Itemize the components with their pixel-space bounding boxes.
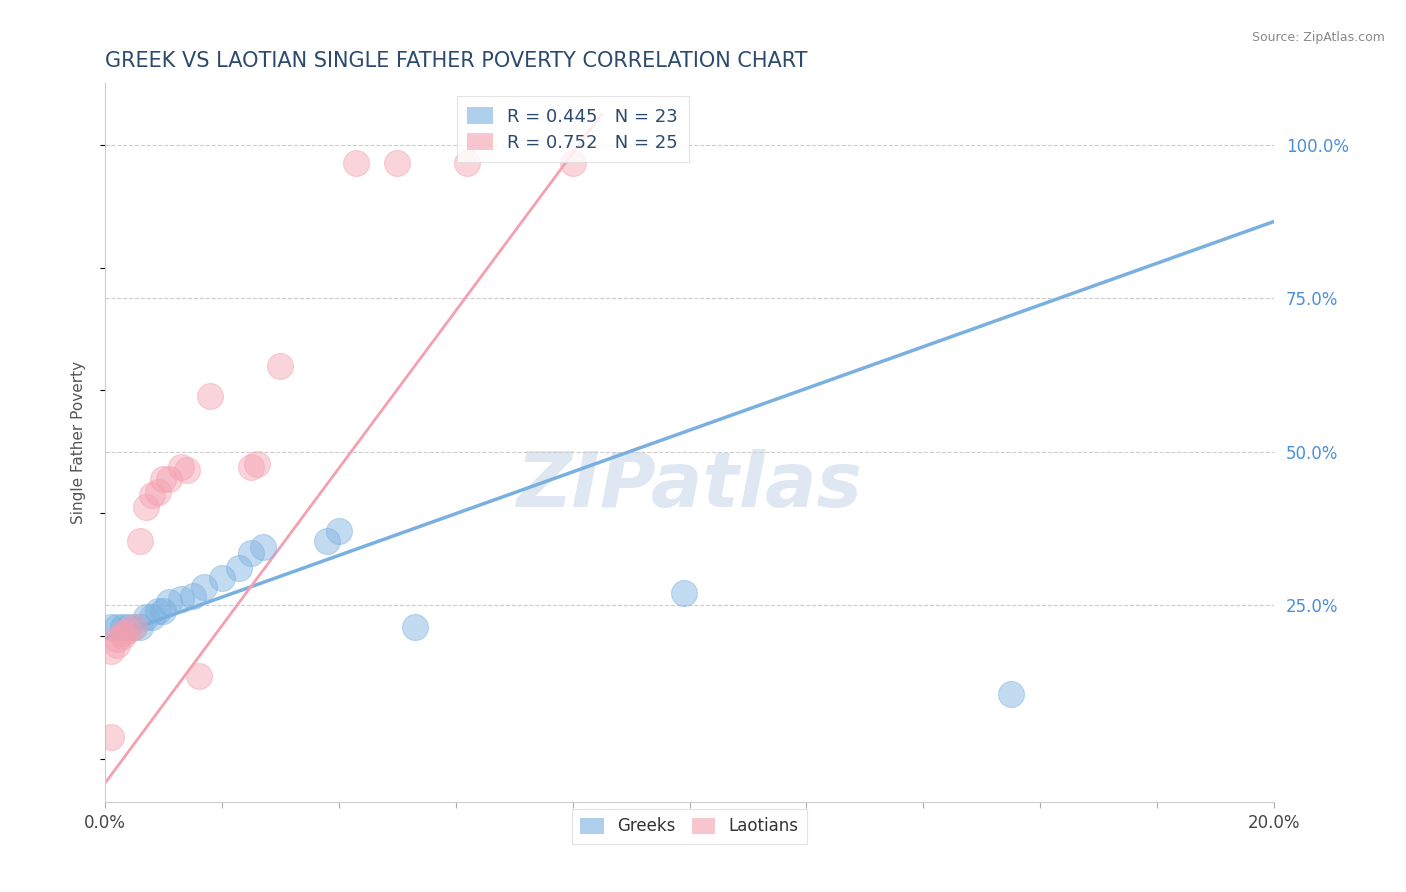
Point xyxy=(316,533,339,548)
Point xyxy=(117,619,139,633)
Point xyxy=(344,156,367,170)
Point xyxy=(240,460,263,475)
Point xyxy=(111,625,134,640)
Point xyxy=(105,632,128,646)
Point xyxy=(456,156,478,170)
Point xyxy=(146,604,169,618)
Point xyxy=(100,730,122,744)
Text: Source: ZipAtlas.com: Source: ZipAtlas.com xyxy=(1251,31,1385,45)
Point xyxy=(105,619,128,633)
Point xyxy=(135,610,157,624)
Point xyxy=(252,540,274,554)
Point xyxy=(152,472,174,486)
Point xyxy=(328,524,350,539)
Point xyxy=(181,589,204,603)
Point xyxy=(246,457,269,471)
Point xyxy=(111,629,134,643)
Point xyxy=(146,484,169,499)
Legend: Greeks, Laotians: Greeks, Laotians xyxy=(572,809,807,844)
Y-axis label: Single Father Poverty: Single Father Poverty xyxy=(72,361,86,524)
Point xyxy=(141,488,163,502)
Point xyxy=(211,570,233,584)
Text: GREEK VS LAOTIAN SINGLE FATHER POVERTY CORRELATION CHART: GREEK VS LAOTIAN SINGLE FATHER POVERTY C… xyxy=(105,51,807,70)
Point xyxy=(170,460,193,475)
Point xyxy=(240,546,263,560)
Point xyxy=(200,389,222,403)
Text: ZIPatlas: ZIPatlas xyxy=(516,449,862,523)
Point xyxy=(141,610,163,624)
Point xyxy=(404,619,426,633)
Point xyxy=(111,619,134,633)
Point xyxy=(122,619,145,633)
Point xyxy=(129,619,152,633)
Point xyxy=(387,156,409,170)
Point xyxy=(157,472,180,486)
Point xyxy=(105,638,128,652)
Point xyxy=(100,619,122,633)
Point xyxy=(170,592,193,607)
Point xyxy=(100,644,122,658)
Point xyxy=(193,580,215,594)
Point xyxy=(269,359,291,373)
Point xyxy=(129,533,152,548)
Point xyxy=(152,604,174,618)
Point xyxy=(561,156,583,170)
Point xyxy=(1000,687,1022,701)
Point xyxy=(157,595,180,609)
Point xyxy=(176,463,198,477)
Point xyxy=(135,500,157,514)
Point xyxy=(228,561,250,575)
Point xyxy=(117,623,139,637)
Point xyxy=(122,619,145,633)
Point xyxy=(672,586,695,600)
Point xyxy=(187,669,209,683)
